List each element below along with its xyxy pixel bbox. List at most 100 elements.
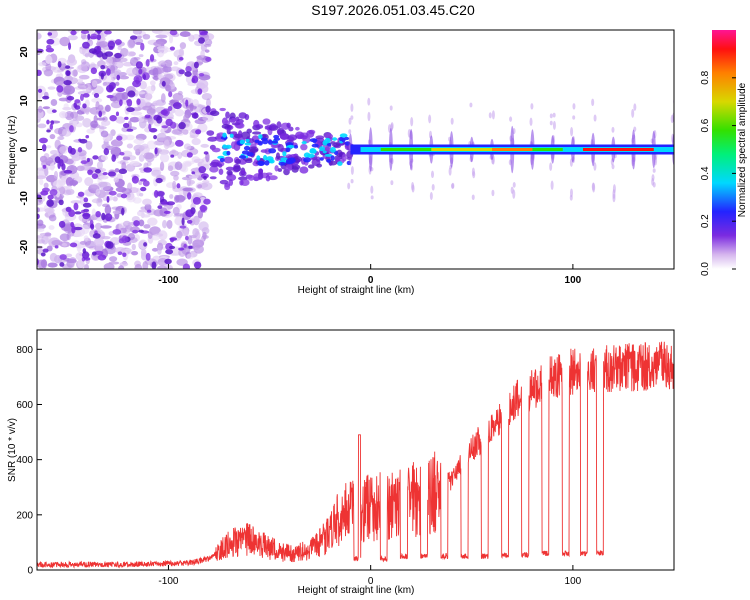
spectrogram-blob (241, 150, 250, 155)
spectrogram-blob (185, 99, 189, 107)
spectrogram-blob (131, 175, 139, 184)
spectrogram-blob (183, 97, 194, 104)
spectrogram-blob (115, 87, 125, 92)
spectrogram-blob (42, 95, 50, 100)
spectrogram-blob (170, 154, 175, 158)
spectrogram-blob (100, 225, 112, 229)
spectrogram-blob (74, 105, 81, 110)
spectrogram-marks (37, 30, 674, 269)
spectrogram-blob (43, 182, 49, 189)
spectrogram-blob (170, 170, 180, 177)
spectrogram-blob (97, 104, 104, 111)
spectrogram-blob (189, 102, 194, 112)
spectrogram-blob (176, 230, 183, 239)
spectrogram-blob (37, 91, 42, 101)
spectrogram-blob (198, 72, 205, 77)
spectrogram-blob (174, 108, 185, 117)
spectrogram-blob (324, 137, 331, 144)
spectrogram-blob (652, 168, 656, 173)
spectrogram-blob (156, 132, 167, 142)
spectrogram-blob (69, 147, 76, 155)
colorbar-tick-label: 0.4 (700, 166, 711, 180)
spectrogram-blob (110, 129, 116, 137)
spectrogram-y-tick-label: 0 (19, 146, 30, 152)
spectrogram-blob (77, 83, 89, 90)
spectrogram-blob (154, 147, 158, 155)
spectrogram-blob (191, 171, 195, 175)
spectrogram-blob (549, 113, 553, 119)
spectrogram-blob (244, 113, 250, 121)
spectrogram-blob (611, 164, 615, 170)
spectrogram-blob (166, 201, 176, 206)
spectrogram-blob (37, 227, 45, 233)
spectrogram-blob (260, 149, 268, 153)
spectrogram-blob (198, 37, 205, 44)
spectrogram-blob (169, 46, 176, 51)
spectrogram-blob (138, 68, 143, 75)
spectrogram-blob (93, 93, 100, 99)
spectrogram-blob (148, 123, 152, 131)
spectrogram-blob (174, 216, 185, 226)
spectrogram-blob (229, 133, 234, 138)
spectrogram-blob (142, 105, 153, 111)
spectrogram-blob (105, 55, 113, 66)
spectrogram-blob (327, 142, 332, 147)
spectrogram-blob (178, 190, 184, 196)
spectrogram-blob (569, 194, 573, 201)
spectrogram-blob (179, 31, 191, 38)
spectrogram-blob (78, 74, 90, 80)
spectrogram-blob (239, 139, 246, 145)
spectrogram-blob (591, 98, 595, 107)
spectrogram-blob (169, 30, 178, 36)
spectrogram-blob (230, 141, 236, 150)
spectrogram-blob (243, 145, 251, 151)
spectrogram-blob (429, 192, 433, 201)
spectrogram-blob (83, 197, 89, 203)
spectrogram-blob (84, 177, 94, 187)
spectrogram-blob (68, 42, 72, 51)
spectrogram-blob (159, 161, 165, 172)
spectrogram-blob (140, 248, 147, 257)
spectrogram-blob (119, 99, 123, 107)
spectrogram-blob (88, 63, 99, 70)
spectrogram-blob (135, 61, 143, 69)
spectrogram-blob (39, 155, 48, 163)
snr-x-ticks: -100 0 100 (158, 565, 582, 587)
spectrogram-blob (256, 155, 261, 161)
spectrogram-blob (205, 105, 211, 113)
spectrogram-y-tick-label: -20 (19, 239, 30, 254)
spectrogram-blob (50, 149, 59, 155)
spectrogram-blob (98, 110, 103, 118)
spectrogram-blob (286, 122, 291, 128)
spectrogram-blob (80, 160, 88, 164)
spectrogram-blob (173, 194, 180, 203)
spectrogram-blob (39, 232, 51, 237)
spectrogram-blob (160, 93, 166, 103)
spectrogram-blob (205, 56, 212, 62)
spectrogram-blob (529, 117, 533, 126)
spectrogram-blob (98, 181, 108, 188)
spectrogram-blob (58, 199, 64, 206)
spectrogram-blob (156, 265, 167, 269)
spectrogram-blob (114, 168, 120, 173)
spectrogram-blob (287, 134, 298, 141)
spectrogram-blob (193, 261, 202, 269)
spectrogram-blob (57, 135, 65, 140)
snr-y-tick-label: 400 (16, 455, 33, 466)
spectrogram-blob (153, 134, 158, 140)
spectrogram-blob (491, 110, 495, 120)
spectrogram-blob (142, 198, 152, 206)
spectrogram-blob (174, 212, 183, 217)
spectrogram-blob (96, 45, 102, 54)
spectrogram-blob (37, 213, 40, 220)
spectrogram-blob (225, 144, 232, 149)
spectrogram-blob (92, 155, 99, 160)
spectrogram-blob (411, 182, 415, 191)
spectrogram-blob (285, 147, 291, 153)
spectrogram-blob (332, 143, 340, 148)
spectrogram-blob (73, 69, 78, 77)
spectrogram-blob (162, 220, 167, 229)
spectrogram-blob (261, 139, 269, 145)
spectrogram-blob (91, 120, 98, 129)
colorbar-tick-label: 0.6 (700, 118, 711, 132)
